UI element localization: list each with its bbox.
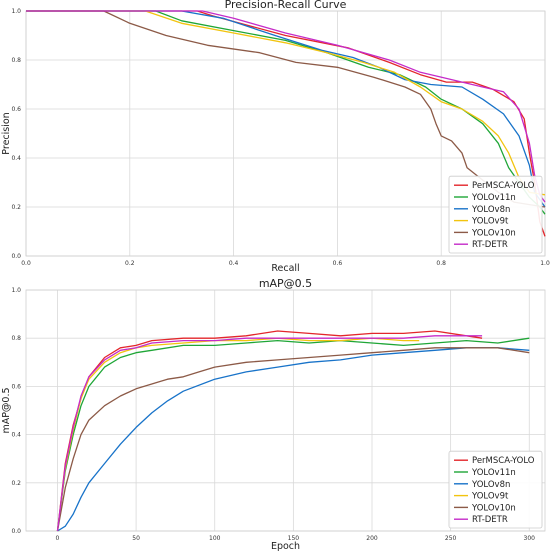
x-axis-label: Epoch <box>271 541 300 552</box>
y-tick-label: 0.4 <box>11 155 21 162</box>
y-tick-label: 1.0 <box>11 287 21 294</box>
y-tick-label: 0.6 <box>11 106 21 113</box>
chart-title: Precision-Recall Curve <box>225 0 347 11</box>
legend-box <box>448 450 543 529</box>
x-tick-label: 150 <box>288 535 300 542</box>
series-line-yolov8n <box>57 347 530 532</box>
y-tick-label: 0.0 <box>11 253 21 260</box>
plot-frame <box>25 289 546 532</box>
x-tick-label: 0.4 <box>229 260 239 267</box>
legend-label: RT-DETR <box>472 515 508 525</box>
legend-label: YOLOv10n <box>471 503 516 513</box>
series-line-yolov10n <box>56 347 530 532</box>
x-axis-label: Recall <box>271 263 299 274</box>
legend-label: RT-DETR <box>472 240 508 250</box>
series-line-rt-detr <box>26 10 546 203</box>
x-tick-label: 250 <box>445 535 457 542</box>
legend-label: YOLOv11n <box>471 193 516 203</box>
x-tick-label: 0.2 <box>125 260 135 267</box>
series-line-yolov8n <box>26 10 546 208</box>
series-line-rt-detr <box>56 335 483 532</box>
legend-label: PerMSCA-YOLO <box>472 181 535 191</box>
y-axis-label: mAP@0.5 <box>1 387 12 433</box>
legend: PerMSCA-YOLO YOLOv11n YOLOv8n YOLOv9tYOLOv1… <box>448 175 543 254</box>
x-tick-label: 0.0 <box>21 260 31 267</box>
x-tick-label: 100 <box>209 535 221 542</box>
x-tick-label: 0.6 <box>333 260 343 267</box>
plot-frame <box>25 10 546 257</box>
legend-box <box>448 175 543 254</box>
legend-label: YOLOv11n <box>471 468 516 478</box>
chart-title: mAP@0.5 <box>259 277 312 290</box>
legend-label: YOLOv10n <box>471 228 516 238</box>
legend-label: YOLOv9t <box>471 492 509 502</box>
chart-0: 0.0 0.2 0.4 0.6 0.8 1.0 0.0 0.2 0.4 0.6 0.8 1.0 Prec… <box>1 0 550 274</box>
chart-1: 0 50 100 150 200 250 300 0.0 0.2 0.4 0.6 0.8 1.0 mAP@… <box>1 277 546 552</box>
legend-label: YOLOv9t <box>471 217 509 227</box>
y-tick-label: 0.6 <box>11 383 21 390</box>
series-line-yolov11n <box>56 337 530 532</box>
x-tick-label: 1.0 <box>540 260 550 267</box>
y-tick-label: 1.0 <box>11 8 21 15</box>
x-tick-label: 200 <box>366 535 378 542</box>
y-tick-label: 0.2 <box>11 204 21 211</box>
legend-label: YOLOv8n <box>471 480 510 490</box>
x-tick-label: 300 <box>524 535 536 542</box>
y-tick-label: 0.2 <box>11 480 21 487</box>
legend: PerMSCA-YOLO YOLOv11n YOLOv8n YOLOv9tYOLOv1… <box>448 450 543 529</box>
legend-label: PerMSCA-YOLO <box>472 456 535 466</box>
x-tick-label: 50 <box>132 535 140 542</box>
legend-label: YOLOv8n <box>471 205 510 215</box>
y-tick-label: 0.8 <box>11 335 21 342</box>
y-tick-label: 0.4 <box>11 432 21 439</box>
y-tick-label: 0.0 <box>11 528 21 535</box>
y-axis-label: Precision <box>1 112 12 154</box>
x-tick-label: 0.8 <box>436 260 446 267</box>
y-tick-label: 0.8 <box>11 57 21 64</box>
series-line-yolov9t <box>26 10 546 196</box>
x-tick-label: 0 <box>56 535 60 542</box>
